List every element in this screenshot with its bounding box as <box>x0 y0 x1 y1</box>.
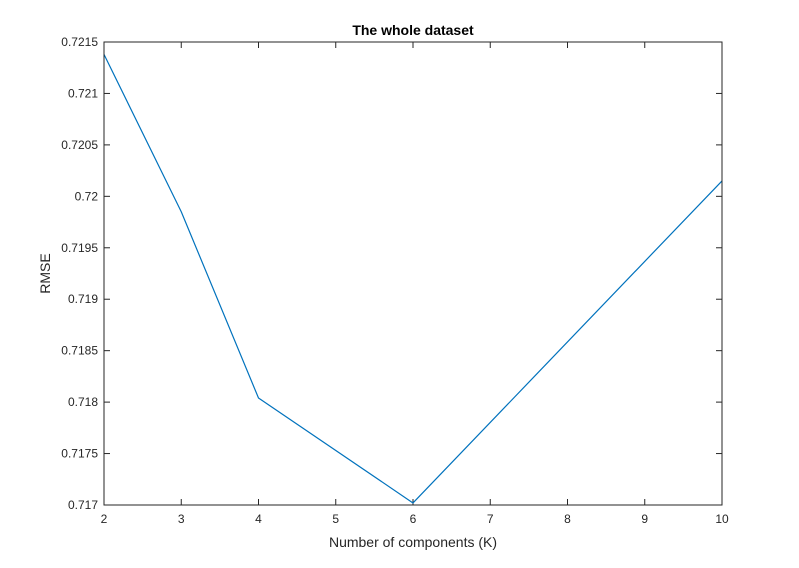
y-tick-label: 0.7215 <box>61 35 98 49</box>
x-tick-label: 4 <box>255 512 262 526</box>
x-tick-label: 5 <box>332 512 339 526</box>
y-tick-label: 0.7195 <box>61 241 98 255</box>
x-tick-label: 8 <box>564 512 571 526</box>
x-axis-title: Number of components (K) <box>329 534 497 550</box>
y-tick-label: 0.718 <box>68 395 98 409</box>
y-tick-label: 0.719 <box>68 292 98 306</box>
y-tick-label: 0.721 <box>68 86 98 100</box>
x-tick-label: 3 <box>178 512 185 526</box>
x-tick-label: 6 <box>410 512 417 526</box>
plot-area <box>104 42 722 505</box>
x-tick-label: 9 <box>641 512 648 526</box>
y-tick-label: 0.7205 <box>61 138 98 152</box>
x-tick-label: 10 <box>715 512 729 526</box>
x-tick-label: 2 <box>101 512 108 526</box>
y-tick-label: 0.717 <box>68 498 98 512</box>
y-tick-label: 0.7185 <box>61 344 98 358</box>
chart-title: The whole dataset <box>352 22 474 38</box>
x-tick-label: 7 <box>487 512 494 526</box>
tick-labels: 2 3 4 5 6 7 8 9 10 0.717 0.7175 0.718 0.7185 0.719 0.7… <box>61 35 729 526</box>
y-axis-title: RMSE <box>37 253 53 293</box>
y-tick-label: 0.72 <box>75 189 99 203</box>
plot-frame <box>103 41 723 506</box>
y-tick-label: 0.7175 <box>61 447 98 461</box>
